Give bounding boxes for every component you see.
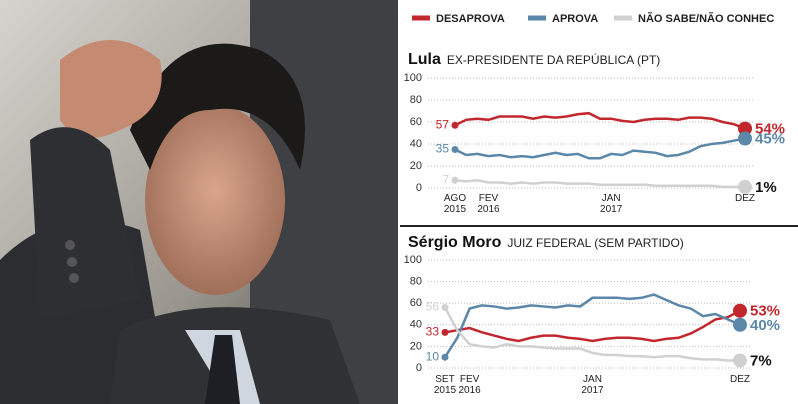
end-label: 53%: [750, 303, 780, 320]
y-tick-label: 60: [410, 297, 422, 309]
end-point: [733, 303, 747, 318]
start-label: 35: [436, 142, 450, 156]
end-point: [738, 179, 752, 194]
start-label: 7: [442, 172, 449, 186]
x-tick-label: FEV 2016: [458, 374, 481, 396]
x-tick-label: SET 2015: [433, 374, 457, 396]
y-tick-label: 80: [410, 276, 422, 288]
chart-subtitle: JUIZ FEDERAL (SEM PARTIDO): [507, 236, 683, 250]
x-tick-label: JAN 2017: [600, 193, 623, 215]
start-point: [441, 328, 449, 336]
y-tick-label: 40: [410, 138, 422, 150]
start-point: [451, 176, 459, 184]
start-label: 10: [426, 349, 440, 363]
end-label: 45%: [755, 130, 785, 147]
photo: [0, 0, 398, 404]
series-line: [444, 309, 741, 343]
y-tick-label: 60: [410, 116, 422, 128]
y-tick-label: 20: [410, 160, 422, 172]
end-label: 1%: [755, 179, 777, 196]
start-label: 33: [426, 325, 440, 339]
end-point: [738, 131, 752, 146]
end-point: [738, 121, 752, 136]
start-point: [441, 304, 449, 312]
start-point: [451, 146, 459, 153]
start-point: [441, 353, 449, 361]
y-tick-label: 0: [416, 362, 422, 374]
x-tick-label: JAN 2017: [581, 374, 604, 396]
y-tick-label: 20: [410, 340, 422, 352]
chart-panel: [398, 0, 798, 404]
end-label: 7%: [750, 352, 772, 369]
x-tick-label: FEV 2016: [477, 193, 500, 215]
start-point: [451, 121, 459, 129]
legend-label: NÃO SABE/NÃO CONHEC: [638, 12, 774, 25]
chart-subtitle: EX-PRESIDENTE DA REPÚBLICA (PT): [447, 52, 660, 67]
series-line: [454, 111, 746, 130]
y-tick-label: 100: [404, 72, 422, 84]
x-tick-label: DEZ: [730, 374, 750, 385]
y-tick-label: 40: [410, 319, 422, 331]
y-tick-label: 80: [410, 94, 422, 106]
y-tick-label: 100: [404, 254, 422, 266]
legend-label: DESAPROVA: [436, 13, 505, 25]
series-line: [454, 179, 745, 189]
end-label: 40%: [750, 317, 780, 334]
legend-label: APROVA: [552, 13, 598, 25]
series-line: [443, 306, 740, 362]
y-tick-label: 0: [416, 182, 422, 194]
end-point: [733, 317, 747, 332]
chart-title: Sérgio Moro: [408, 234, 502, 251]
start-label: 57: [436, 117, 450, 131]
x-tick-label: DEZ: [735, 193, 755, 204]
x-tick-label: AGO 2015: [443, 193, 467, 215]
series-line: [443, 293, 741, 358]
chart-title: Lula: [408, 51, 441, 68]
series-line: [454, 137, 746, 160]
start-label: 56: [426, 300, 440, 314]
end-point: [733, 353, 747, 368]
end-label: 54%: [755, 121, 785, 138]
